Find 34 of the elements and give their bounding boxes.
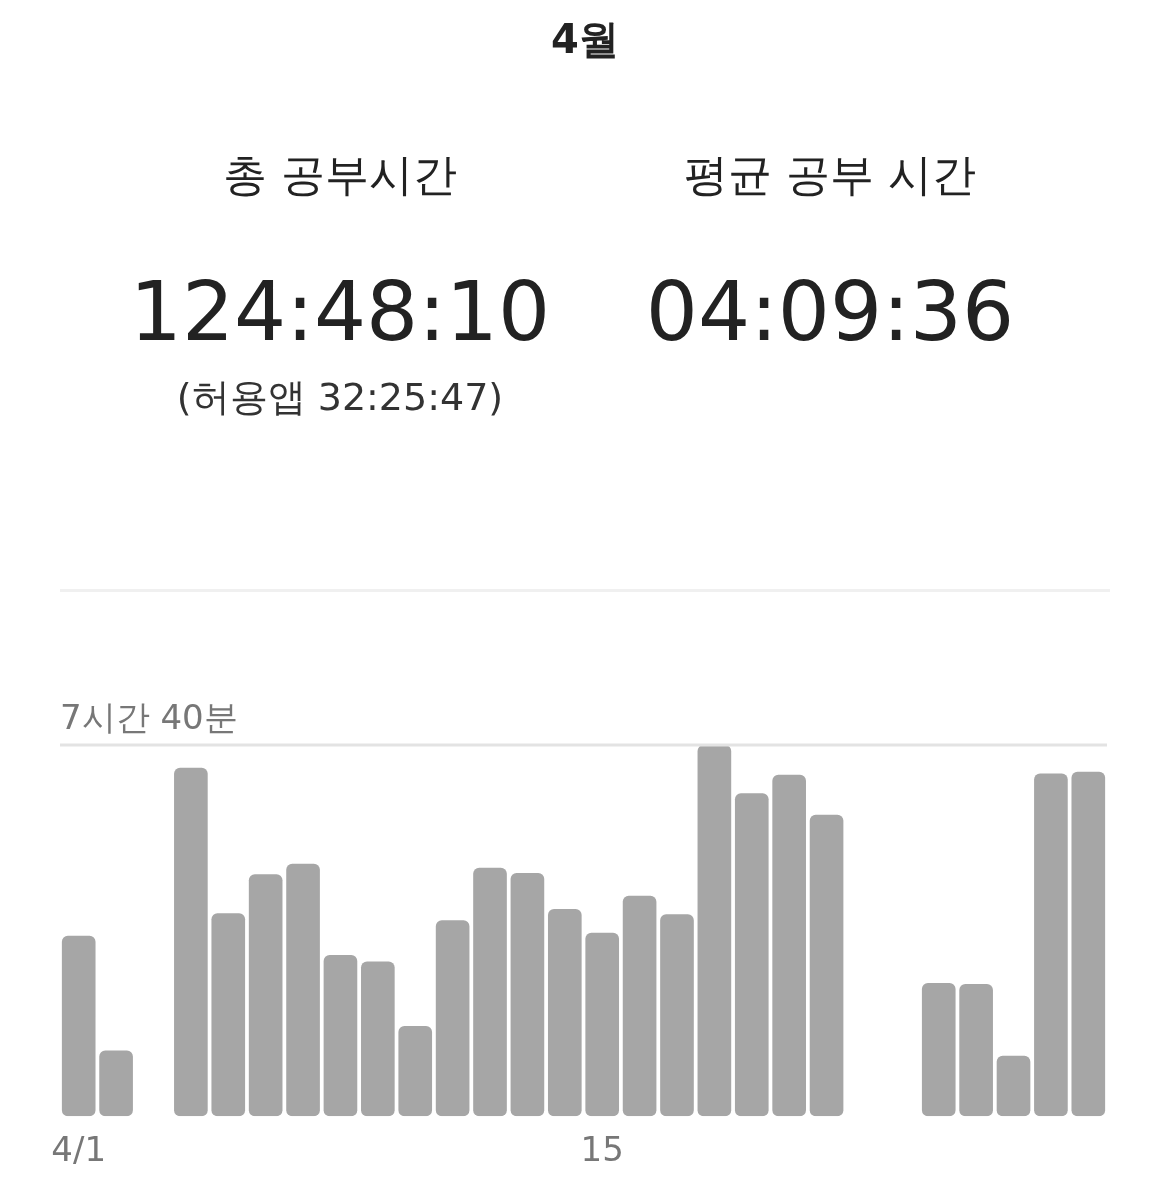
bar xyxy=(622,895,657,1117)
bar xyxy=(361,961,395,1117)
bar xyxy=(734,793,769,1117)
chart-title: 4월 xyxy=(550,15,620,64)
bar xyxy=(1071,771,1106,1117)
bar xyxy=(99,1050,133,1117)
text: 124:48:10 xyxy=(128,263,552,361)
bar xyxy=(211,913,246,1117)
x-tick-label: 15 xyxy=(580,1129,624,1170)
bar xyxy=(323,955,358,1117)
bar xyxy=(996,1055,1031,1117)
bar xyxy=(435,920,470,1117)
bar xyxy=(660,914,694,1117)
bar xyxy=(772,774,806,1117)
text: (허용앱 32:25:47) xyxy=(175,374,505,421)
bar xyxy=(809,814,844,1117)
bar xyxy=(585,932,620,1117)
text: 평균 공부 시간 xyxy=(683,148,977,202)
ref-line-label: 7시간 40분 xyxy=(60,696,238,737)
bar xyxy=(286,863,320,1117)
bar xyxy=(1034,773,1068,1117)
bar xyxy=(473,867,507,1117)
bar xyxy=(174,767,208,1117)
bar xyxy=(547,909,582,1117)
text: 총 공부시간 xyxy=(222,148,458,202)
bar xyxy=(697,745,732,1117)
bar xyxy=(959,984,993,1117)
bar xyxy=(510,873,545,1117)
bar xyxy=(398,1026,433,1117)
bar xyxy=(61,935,96,1117)
x-tick-label: 4/1 xyxy=(51,1129,107,1170)
bar xyxy=(248,874,283,1117)
bar xyxy=(921,982,956,1117)
text: 04:09:36 xyxy=(644,263,1016,361)
